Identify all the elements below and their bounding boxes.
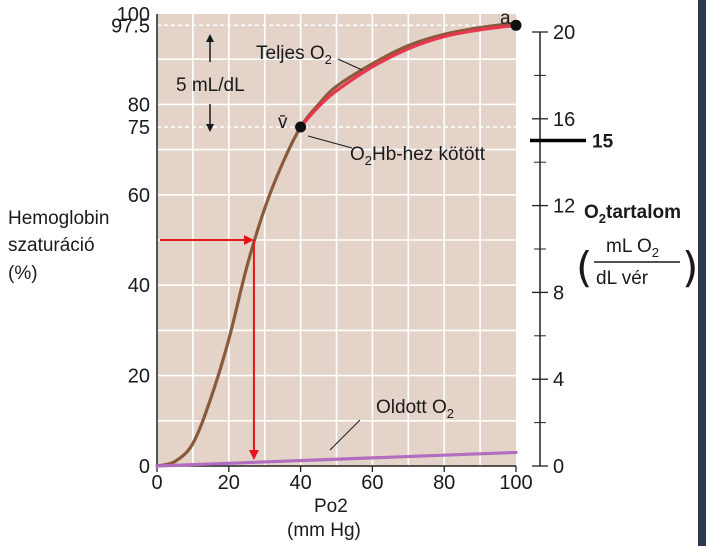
delta-label: 5 mL/dL: [176, 75, 245, 96]
right-paren-close: ): [682, 243, 698, 292]
y-left-tick-label: 100: [117, 4, 150, 26]
y-left-label-line3: (%): [8, 263, 38, 284]
hb-bound-leader: [307, 135, 353, 149]
x-tick-label: 100: [499, 472, 532, 494]
hb-bound-label: O2Hb-hez kötött: [350, 144, 486, 168]
x-tick-label: 60: [361, 472, 383, 494]
y-right-tick-label: 4: [553, 369, 564, 391]
dissolved-leader: [329, 419, 361, 451]
series-layer: [155, 21, 518, 468]
dissolved-o2-line: [155, 450, 518, 468]
point-v-marker: [295, 121, 307, 133]
y-left-tick-label: 80: [128, 94, 150, 116]
x-axis-unit: (mm Hg): [287, 520, 361, 541]
y-right-tick-label: 12: [553, 196, 575, 218]
y-right-title: O2tartalom: [584, 202, 681, 226]
x-ticks: 0 20 40 60 80 100: [151, 466, 533, 494]
y-left-tick-label: 40: [128, 275, 150, 297]
total-o2-leader: [337, 58, 363, 71]
hb-bound-curve: [299, 23, 518, 129]
y-right-ticks: 0 4 8 12 16 20 15: [530, 22, 614, 478]
y-right-tick-label: 0: [553, 456, 564, 478]
y-left-tick-label: 97.5: [111, 15, 150, 37]
y-left-tick-label: 0: [139, 456, 150, 478]
total-o2-curve: [155, 21, 518, 468]
point-layer: [295, 19, 522, 133]
point-v-label: v̄: [278, 112, 288, 133]
x-tick-label: 20: [218, 472, 240, 494]
y-left-tick-label: 75: [128, 117, 150, 139]
y-left-label-line2: szaturáció: [8, 235, 95, 256]
point-a-label: a: [500, 8, 511, 29]
point-a-marker: [510, 19, 522, 31]
y-left-tick-label: 60: [128, 185, 150, 207]
y-right-tick-label: 16: [553, 109, 575, 131]
y-right-unit-top: mL O2: [606, 236, 659, 260]
x-tick-label: 0: [151, 472, 162, 494]
y-left-tick-label: 20: [128, 366, 150, 388]
x-tick-label: 40: [289, 472, 311, 494]
right-paren-open: (: [576, 243, 592, 292]
saturation-lookup-arrows: [160, 235, 259, 460]
grid: [157, 14, 516, 466]
x-axis-label: Po2: [314, 496, 348, 517]
y-left-label-line1: Hemoglobin: [8, 208, 109, 229]
dissolved-label: Oldott O2: [376, 397, 454, 421]
y-right-unit-bottom: dL vér: [596, 268, 649, 289]
y-right-tick-label: 20: [553, 22, 575, 44]
total-o2-label: Teljes O2: [256, 43, 332, 67]
x-tick-label: 80: [433, 472, 455, 494]
highlight-tick-15-label: 15: [592, 132, 614, 153]
y-right-tick-label: 8: [553, 282, 564, 304]
